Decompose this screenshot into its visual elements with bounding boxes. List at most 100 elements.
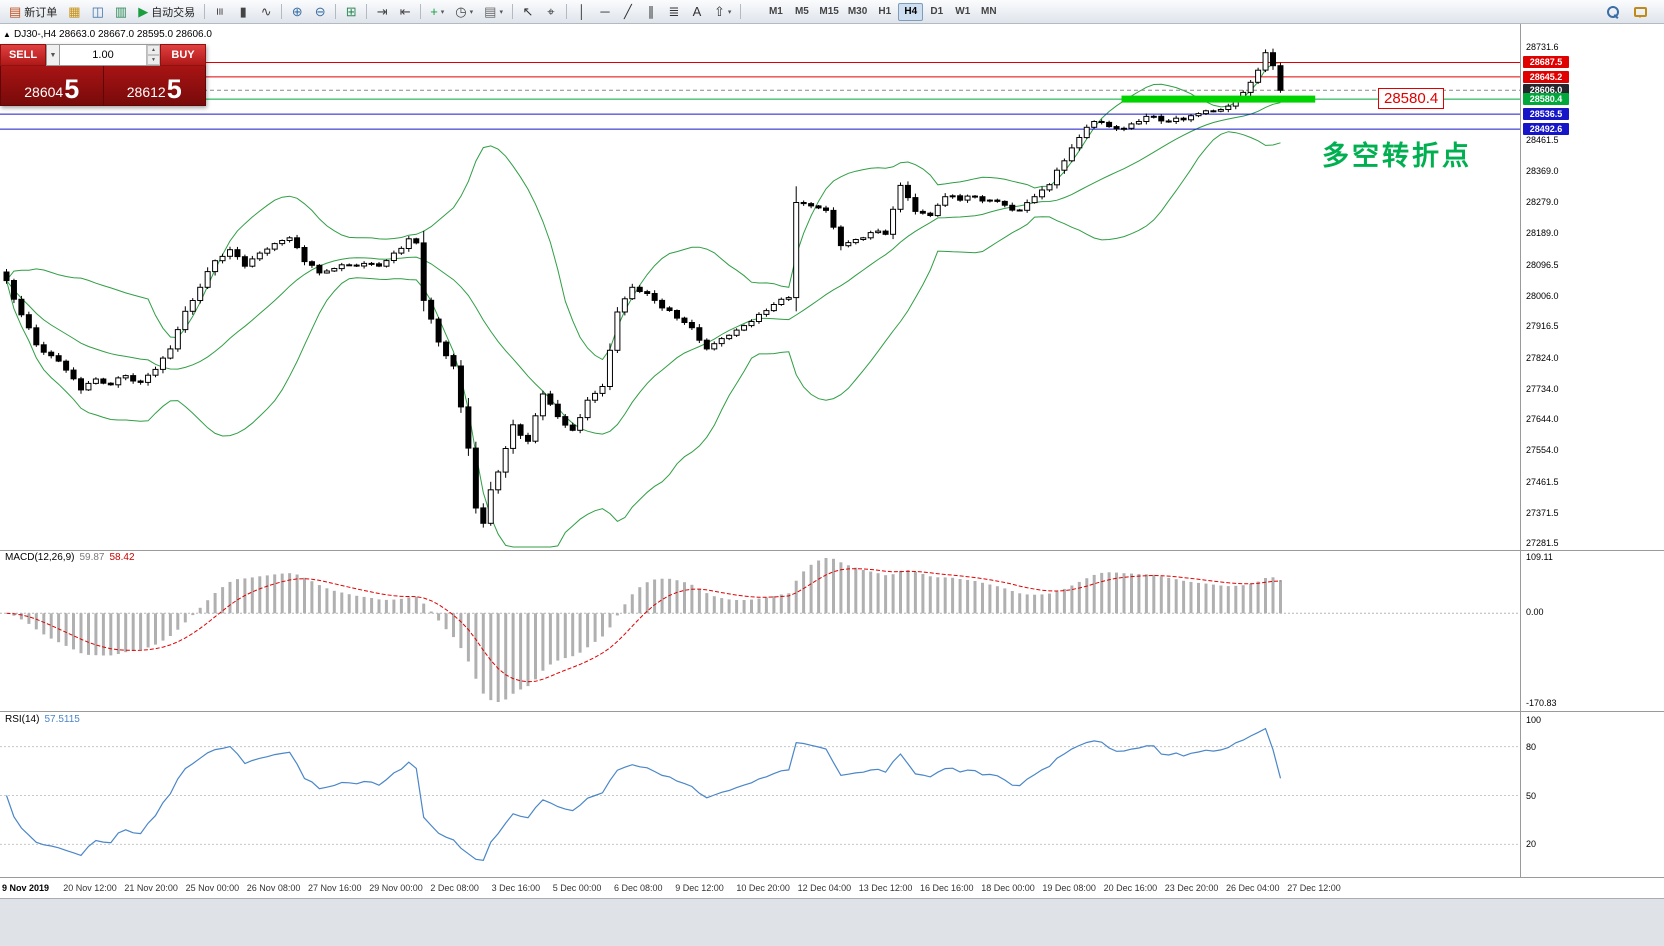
timeframe-button-M15[interactable]: M15	[815, 3, 842, 21]
timeframe-button-D1[interactable]: D1	[924, 3, 949, 21]
autotrade-label: 自动交易	[151, 6, 196, 19]
dropdown-caret-icon: ▾	[499, 8, 503, 16]
timeframe-button-MN[interactable]: MN	[976, 3, 1001, 21]
candlestick-mode-button[interactable]: ▮	[232, 2, 254, 22]
auto-scroll-button[interactable]: ⇥	[371, 2, 393, 22]
line-chart-mode-button[interactable]: ∿	[255, 2, 277, 22]
price-tick: 27281.5	[1526, 538, 1559, 549]
price-tag-28580.4: 28580.4	[1523, 93, 1569, 106]
autotrade-button[interactable]: ▶ 自动交易	[133, 2, 200, 22]
price-tick: 28006.0	[1526, 290, 1559, 301]
zoom-out-button[interactable]: ⊖	[309, 2, 331, 22]
time-label: 3 Dec 16:00	[491, 883, 541, 893]
timeframe-button-M1[interactable]: M1	[763, 3, 788, 21]
buy-price[interactable]: 28612 5	[104, 66, 206, 105]
rsi-axis-100: 100	[1526, 715, 1542, 725]
price-tick: 28189.0	[1526, 227, 1559, 238]
market-watch-button[interactable]: ▦	[63, 2, 85, 22]
time-label: 2 Dec 08:00	[430, 883, 479, 893]
sell-price[interactable]: 28604 5	[1, 66, 104, 105]
macd-title: MACD(12,26,9)	[5, 552, 75, 563]
macd-value-1: 59.87	[79, 552, 105, 563]
time-axis[interactable]: 9 Nov 2019 20 Nov 12:00 21 Nov 20:00 25 Nov…	[0, 877, 1664, 898]
templates-button[interactable]: ▤ ▾	[479, 2, 508, 22]
autotrade-play-icon: ▶	[138, 4, 149, 19]
data-window-button[interactable]: ◫	[87, 2, 109, 22]
chart-canvas[interactable]	[0, 24, 1520, 898]
bar-chart-mode-button[interactable]: ≡	[209, 2, 231, 22]
indicators-button[interactable]: + ▾	[425, 2, 449, 22]
rsi-panel-separator[interactable]	[0, 711, 1664, 712]
buy-button[interactable]: BUY	[160, 44, 206, 66]
time-label: 5 Dec 00:00	[552, 883, 602, 893]
macd-header: MACD(12,26,9) 59.87 58.42	[5, 552, 135, 563]
one-click-trade-panel: SELL ▼ ▲ ▼ BUY 28604 5	[0, 44, 206, 106]
crosshair-icon: ⌖	[547, 4, 555, 19]
time-label: 20 Nov 12:00	[63, 883, 117, 893]
price-tag-28645.2: 28645.2	[1523, 70, 1569, 83]
macd-axis-min: -170.83	[1526, 698, 1557, 708]
tile-windows-button[interactable]: ⊞	[340, 2, 362, 22]
zoom-in-button[interactable]: ⊕	[286, 2, 308, 22]
vertical-line-button[interactable]: │	[571, 2, 593, 22]
support-highlight-bar[interactable]	[1121, 95, 1316, 103]
chart-shift-icon: ⇤	[399, 4, 411, 19]
lot-increase-button[interactable]: ▲	[147, 45, 160, 55]
macd-axis-zero: 0.00	[1526, 607, 1544, 618]
dropdown-caret-icon: ▾	[727, 8, 732, 16]
time-label: 25 Nov 00:00	[185, 883, 240, 893]
cursor-button[interactable]: ↖	[517, 2, 539, 22]
new-order-icon: ▤	[9, 4, 22, 19]
support-level-label[interactable]: 28580.4	[1378, 88, 1445, 109]
chat-button[interactable]	[1629, 2, 1652, 22]
channel-icon: ∥	[647, 4, 655, 19]
timeframe-button-M30[interactable]: M30	[844, 3, 871, 21]
lot-decrease-button[interactable]: ▼	[147, 55, 160, 65]
timeframe-group: M1 M5 M15 M30 H1 H4 D1 W1 MN	[763, 2, 1001, 21]
time-label: 27 Dec 12:00	[1287, 883, 1341, 893]
navigator-button[interactable]: ▥	[110, 2, 132, 22]
search-button[interactable]	[1602, 2, 1624, 22]
sell-price-big: 5	[64, 74, 80, 105]
timeframe-button-M5[interactable]: M5	[789, 3, 814, 21]
chart-workspace[interactable]: ▲ DJ30-,H4 28663.0 28667.0 28595.0 28606…	[0, 24, 1664, 898]
chart-ohlc-line: DJ30-,H4 28663.0 28667.0 28595.0 28606.0	[14, 29, 212, 40]
toolbar-separator	[420, 4, 422, 19]
trendline-button[interactable]: ╱	[617, 2, 639, 22]
timeframe-button-W1[interactable]: W1	[950, 3, 975, 21]
time-label: 26 Dec 04:00	[1226, 883, 1280, 893]
channel-button[interactable]: ∥	[640, 2, 662, 22]
rsi-header: RSI(14) 57.5115	[5, 714, 80, 725]
toolbar-separator	[281, 4, 283, 19]
trend-annotation: 多空转折点	[1322, 141, 1472, 171]
timeframe-button-H1[interactable]: H1	[872, 3, 897, 21]
crosshair-button[interactable]: ⌖	[540, 2, 562, 22]
time-label: 6 Dec 08:00	[614, 883, 663, 893]
new-order-label: 新订单	[24, 6, 58, 19]
macd-panel-separator[interactable]	[0, 550, 1664, 551]
price-axis[interactable]: 28731.6 28461.5 28369.0 28279.0 28189.0 28096…	[1520, 24, 1664, 877]
zoom-in-icon: ⊕	[291, 4, 303, 19]
bollinger-bands	[6, 62, 1281, 548]
time-label: 12 Dec 04:00	[797, 883, 852, 893]
horizontal-line-button[interactable]: ─	[594, 2, 616, 22]
chart-shift-button[interactable]: ⇤	[394, 2, 416, 22]
fibonacci-button[interactable]: ≣	[663, 2, 685, 22]
one-click-collapse-icon[interactable]: ▲	[3, 30, 11, 39]
new-order-button[interactable]: ▤ 新订单	[4, 2, 62, 22]
arrows-button[interactable]: ⇧ ▾	[709, 2, 736, 22]
price-tick: 27916.5	[1526, 321, 1559, 332]
text-button[interactable]: A	[686, 2, 708, 22]
timeframe-button-H4[interactable]: H4	[898, 2, 924, 21]
main-toolbar: ▤ 新订单 ▦ ◫ ▥ ▶ 自动交易 ≡ ▮ ∿ ⊕ ⊖ ⊞ ⇥ ⇤ + ▾ ◷ ▾ ▤ ▾ ↖ ⌖ │ ─ ╱ ∥ ≣ A ⇧…	[0, 0, 1664, 24]
fibonacci-icon: ≣	[668, 4, 680, 19]
vertical-line-icon: │	[577, 4, 587, 19]
lot-dropdown[interactable]: ▼	[46, 44, 60, 66]
price-tick: 27554.0	[1526, 445, 1559, 456]
lot-input[interactable]	[60, 45, 146, 65]
periods-button[interactable]: ◷ ▾	[450, 2, 478, 22]
tool-icons-group: ≡ ▮ ∿ ⊕ ⊖ ⊞ ⇥ ⇤ + ▾ ◷ ▾ ▤ ▾ ↖ ⌖ │ ─ ╱ ∥ ≣ A ⇧ ▾	[201, 2, 744, 22]
sell-button[interactable]: SELL	[0, 44, 46, 66]
tile-windows-icon: ⊞	[345, 4, 357, 19]
